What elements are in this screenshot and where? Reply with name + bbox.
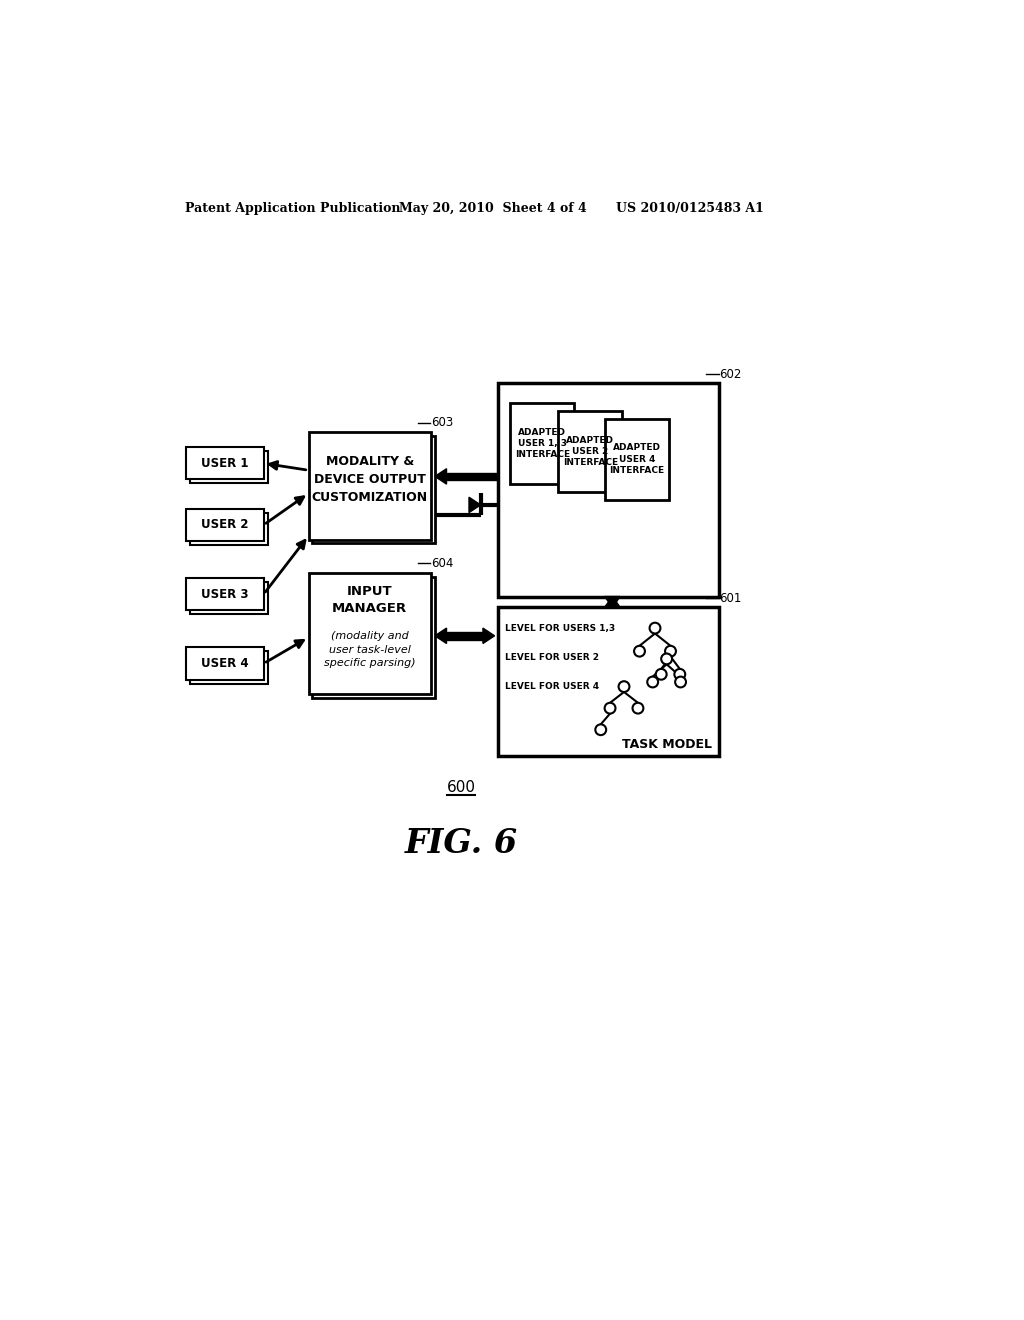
- Text: USER 2: USER 2: [201, 519, 249, 532]
- Bar: [510, 404, 574, 484]
- Bar: [604, 418, 669, 499]
- Bar: [190, 582, 267, 614]
- Polygon shape: [435, 628, 446, 644]
- Polygon shape: [604, 597, 621, 607]
- Text: LEVEL FOR USER 4: LEVEL FOR USER 4: [506, 682, 599, 692]
- Text: USER 1: USER 1: [201, 457, 249, 470]
- Circle shape: [647, 677, 658, 688]
- Text: 600: 600: [446, 780, 476, 795]
- Circle shape: [655, 669, 667, 680]
- Bar: [186, 447, 263, 479]
- Circle shape: [675, 677, 686, 688]
- Circle shape: [634, 645, 645, 656]
- Text: ADAPTED
USER 4
INTERFACE: ADAPTED USER 4 INTERFACE: [609, 444, 665, 475]
- Text: USER 3: USER 3: [201, 587, 249, 601]
- Bar: [186, 647, 263, 680]
- Text: MODALITY &
DEVICE OUTPUT
CUSTOMIZATION: MODALITY & DEVICE OUTPUT CUSTOMIZATION: [311, 455, 428, 504]
- Bar: [312, 436, 435, 544]
- Circle shape: [633, 702, 643, 714]
- Bar: [190, 512, 267, 545]
- Text: (modality and
user task-level
specific parsing): (modality and user task-level specific p…: [324, 631, 416, 668]
- Bar: [190, 451, 267, 483]
- Bar: [308, 573, 431, 694]
- Circle shape: [662, 653, 672, 664]
- Bar: [446, 473, 499, 480]
- Bar: [558, 411, 623, 492]
- Text: ADAPTED
USER 1, 3
INTERFACE: ADAPTED USER 1, 3 INTERFACE: [515, 428, 569, 459]
- Text: INPUT
MANAGER: INPUT MANAGER: [332, 585, 408, 615]
- Circle shape: [675, 669, 685, 680]
- Text: US 2010/0125483 A1: US 2010/0125483 A1: [616, 202, 764, 215]
- Polygon shape: [483, 628, 495, 644]
- Bar: [186, 578, 263, 610]
- Circle shape: [618, 681, 630, 692]
- Bar: [312, 577, 435, 698]
- Circle shape: [665, 645, 676, 656]
- Text: 601: 601: [719, 591, 741, 605]
- Bar: [499, 383, 719, 597]
- Text: TASK MODEL: TASK MODEL: [622, 738, 712, 751]
- Polygon shape: [469, 498, 480, 512]
- Circle shape: [604, 702, 615, 714]
- Bar: [190, 651, 267, 684]
- Text: Patent Application Publication: Patent Application Publication: [184, 202, 400, 215]
- Text: USER 4: USER 4: [201, 657, 249, 671]
- Circle shape: [595, 725, 606, 735]
- Bar: [308, 432, 431, 540]
- Text: LEVEL FOR USERS 1,3: LEVEL FOR USERS 1,3: [506, 623, 615, 632]
- Circle shape: [649, 623, 660, 634]
- Text: May 20, 2010  Sheet 4 of 4: May 20, 2010 Sheet 4 of 4: [399, 202, 587, 215]
- Text: ADAPTED
USER 2
INTERFACE: ADAPTED USER 2 INTERFACE: [563, 436, 617, 467]
- Text: 603: 603: [431, 416, 454, 429]
- Bar: [186, 508, 263, 541]
- Text: 602: 602: [719, 367, 741, 380]
- Bar: [446, 632, 483, 640]
- Polygon shape: [604, 597, 621, 607]
- Polygon shape: [435, 469, 446, 484]
- Bar: [608, 597, 616, 607]
- Bar: [499, 607, 719, 756]
- Text: FIG. 6: FIG. 6: [404, 828, 518, 861]
- Text: LEVEL FOR USER 2: LEVEL FOR USER 2: [506, 653, 599, 661]
- Text: 604: 604: [431, 557, 454, 570]
